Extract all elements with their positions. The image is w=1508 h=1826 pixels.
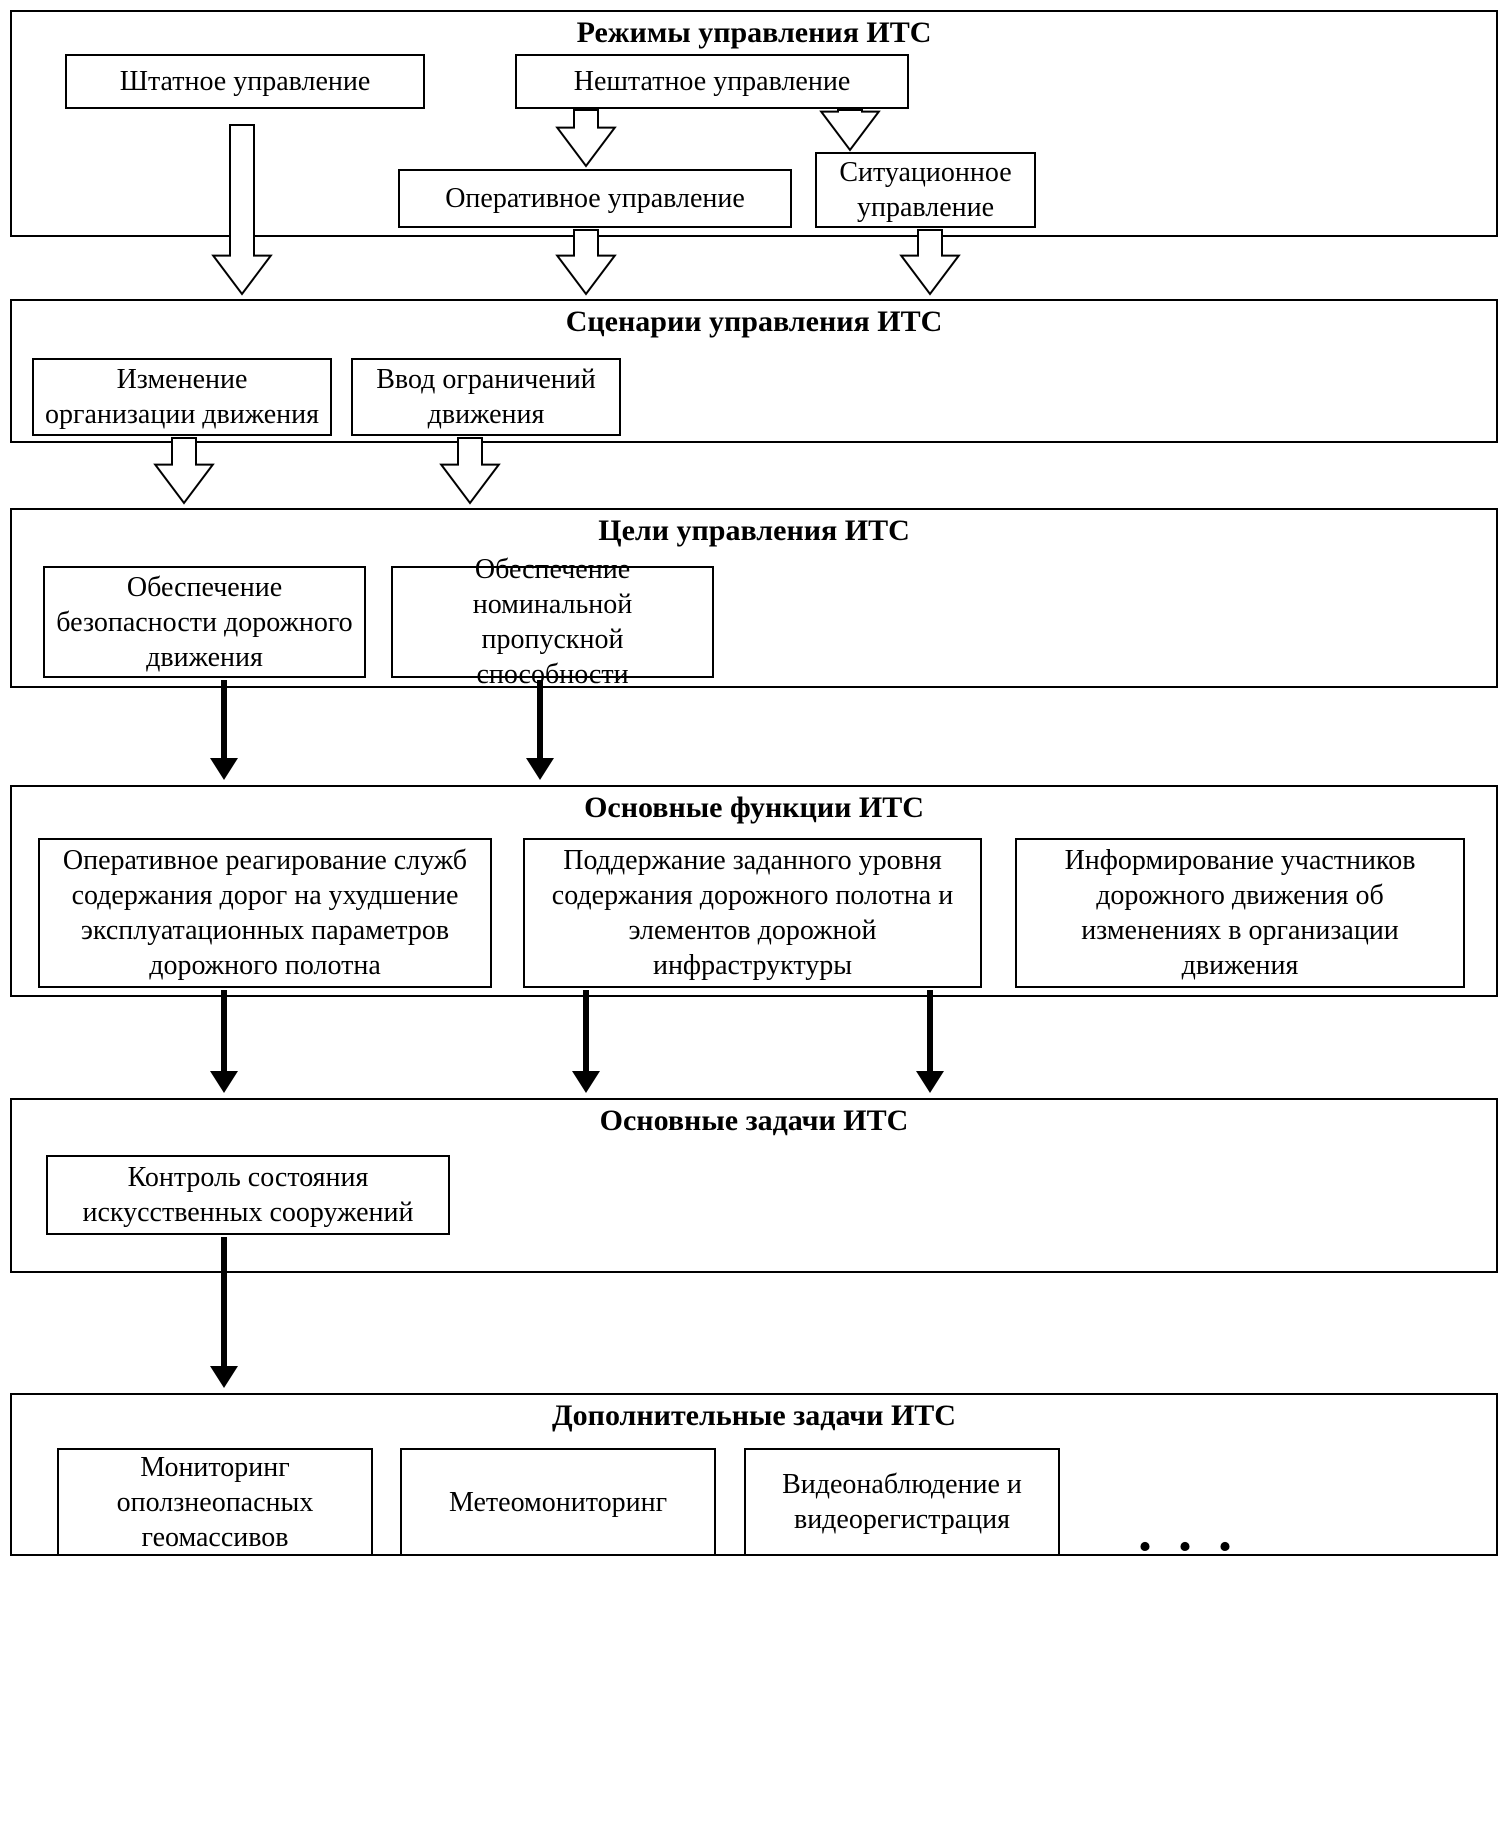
ellipsis: . . .	[1138, 1500, 1238, 1564]
node-label: Контроль состояния искусственных сооруже…	[58, 1160, 438, 1230]
node-label: Ситуационное управление	[827, 155, 1024, 225]
node-label: Нештатное управление	[574, 64, 851, 99]
node-standard: Штатное управление	[65, 54, 425, 109]
node-label: Изменение организации движения	[44, 362, 320, 432]
section-title-modes: Режимы управления ИТС	[12, 12, 1496, 50]
node-situational: Ситуационное управление	[815, 152, 1036, 228]
node-landslide: Мониторинг оползнеопасных геомассивов	[57, 1448, 373, 1556]
node-inform: Информирование участников дорожного движ…	[1015, 838, 1465, 988]
section-title-scenarios: Сценарии управления ИТС	[12, 301, 1496, 339]
node-maintain: Поддержание заданного уровня содержания …	[523, 838, 982, 988]
section-title-tasks: Основные задачи ИТС	[12, 1100, 1496, 1138]
diagram-canvas: Режимы управления ИТС Штатное управление…	[10, 10, 1498, 1816]
node-throughput: Обеспечение номинальной пропускной спосо…	[391, 566, 714, 678]
node-label: Метеомониторинг	[449, 1485, 667, 1520]
node-nonstandard: Нештатное управление	[515, 54, 909, 109]
node-label: Оперативное управление	[445, 181, 745, 216]
node-meteo: Метеомониторинг	[400, 1448, 716, 1556]
node-label: Поддержание заданного уровня содержания …	[535, 843, 970, 983]
node-label: Оперативное реагирование служб содержани…	[50, 843, 480, 983]
node-safety: Обеспечение безопасности дорожного движе…	[43, 566, 366, 678]
node-label: Информирование участников дорожного движ…	[1027, 843, 1453, 983]
node-operative: Оперативное управление	[398, 169, 792, 228]
section-title-extra: Дополнительные задачи ИТС	[12, 1395, 1496, 1433]
node-label: Обеспечение безопасности дорожного движе…	[55, 570, 354, 675]
section-title-functions: Основные функции ИТС	[12, 787, 1496, 825]
node-video: Видеонаблюдение и видеорегистрация	[744, 1448, 1060, 1556]
node-response: Оперативное реагирование служб содержани…	[38, 838, 492, 988]
node-label: Ввод ограничений движения	[363, 362, 609, 432]
node-label: Обеспечение номинальной пропускной спосо…	[403, 552, 702, 692]
node-label: Видеонаблюдение и видеорегистрация	[756, 1467, 1048, 1537]
section-title-goals: Цели управления ИТС	[12, 510, 1496, 548]
node-control: Контроль состояния искусственных сооруже…	[46, 1155, 450, 1235]
node-label: Штатное управление	[120, 64, 371, 99]
node-label: Мониторинг оползнеопасных геомассивов	[69, 1450, 361, 1555]
node-org-change: Изменение организации движения	[32, 358, 332, 436]
node-restrict: Ввод ограничений движения	[351, 358, 621, 436]
